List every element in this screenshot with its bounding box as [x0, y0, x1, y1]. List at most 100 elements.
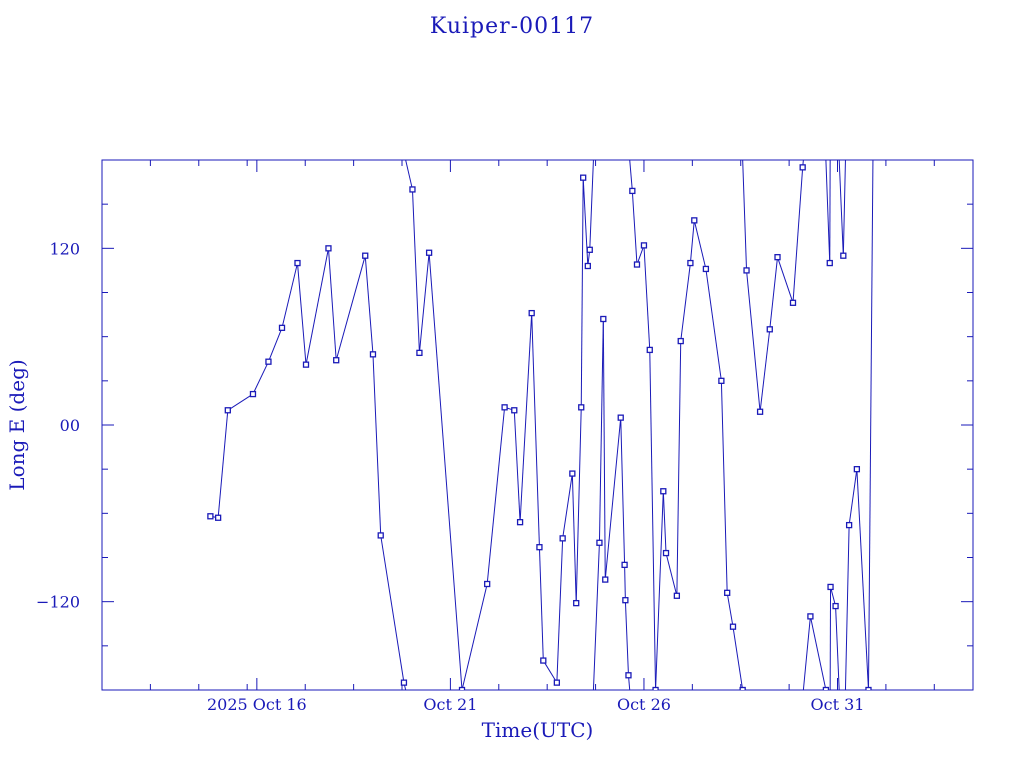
data-point: [536, 544, 543, 551]
x-tick-label: Oct 26: [617, 695, 671, 714]
data-point: [249, 390, 257, 398]
series-segment: [296, 263, 307, 365]
data-point: [629, 187, 636, 195]
series-segment: [680, 262, 691, 342]
series-segment: [636, 245, 645, 265]
data-point: [400, 679, 408, 686]
data-point: [774, 254, 781, 261]
data-point: [660, 488, 667, 495]
series-segment: [364, 255, 374, 355]
data-point: [325, 245, 332, 252]
data-point: [662, 549, 670, 557]
y-tick-label: −120: [36, 593, 80, 612]
series-segment: [655, 491, 664, 690]
series-segment: [428, 252, 463, 690]
data-point: [826, 259, 833, 267]
data-point: [687, 259, 694, 267]
data-point: [511, 407, 518, 414]
series-segment: [580, 177, 584, 408]
series-segment: [726, 592, 734, 627]
y-tick-label: 120: [49, 239, 80, 258]
data-point: [625, 672, 632, 679]
series-segment: [486, 407, 506, 585]
data-point: [702, 265, 710, 273]
series-segment: [571, 473, 577, 604]
series-segment: [604, 417, 622, 580]
series-segment: [732, 626, 744, 690]
data-point: [425, 249, 433, 256]
data-point: [302, 361, 310, 368]
data-point: [739, 686, 746, 690]
data-point: [540, 657, 547, 664]
data-point: [872, 0, 877, 5]
data-point: [580, 174, 587, 181]
series-segment: [777, 257, 794, 303]
data-point: [377, 532, 384, 539]
series-segment: [742, 160, 748, 271]
series-segment: [327, 248, 337, 361]
data-point: [899, 0, 904, 5]
x-tick-label: Oct 21: [423, 695, 477, 714]
series-segment: [848, 469, 858, 526]
data-point: [903, 0, 908, 5]
data-point: [718, 377, 725, 384]
data-point: [596, 539, 603, 546]
data-point: [586, 246, 593, 253]
series-segment: [802, 616, 811, 690]
x-axis-label: Time(UTC): [481, 718, 594, 742]
series-segment: [842, 160, 846, 256]
data-point: [516, 519, 524, 526]
series-segment: [418, 252, 430, 353]
series-segment: [665, 552, 678, 596]
data-point: [528, 309, 535, 317]
series-segment: [562, 473, 573, 539]
series-segment: [538, 547, 544, 661]
series-segment: [693, 220, 707, 270]
data-point: [584, 262, 591, 270]
series-segment: [624, 564, 626, 601]
data-point: [294, 259, 301, 267]
data-point: [333, 357, 340, 364]
series-segment: [624, 600, 629, 676]
series-segment: [662, 491, 667, 554]
series-segment: [838, 160, 844, 256]
series-segment: [556, 538, 564, 683]
data-point: [622, 597, 629, 604]
data-point: [743, 267, 750, 274]
series-segment: [643, 245, 651, 350]
x-tick-label: 2025 Oct 16: [207, 695, 307, 714]
series-segment: [267, 327, 283, 362]
series-segment: [856, 469, 869, 690]
series-segment: [380, 535, 405, 683]
data-point: [369, 351, 377, 358]
series-segment: [602, 318, 606, 580]
data-point: [724, 589, 731, 596]
data-point: [840, 252, 847, 259]
data-point: [573, 599, 580, 607]
series-segment: [217, 410, 229, 518]
data-point: [845, 521, 853, 529]
y-axis-label: Long E (deg): [5, 359, 29, 491]
data-point: [853, 466, 861, 473]
series-segment: [649, 349, 657, 690]
data-point: [621, 561, 628, 569]
data-point: [578, 404, 585, 411]
series-segment: [531, 313, 540, 548]
data-point: [691, 217, 698, 224]
data-point: [729, 623, 737, 630]
series-segment: [575, 407, 582, 604]
data-point: [874, 0, 879, 5]
data-point: [640, 242, 648, 249]
series-segment: [629, 160, 633, 191]
data-point: [416, 349, 423, 357]
data-point: [553, 679, 561, 686]
series-segment: [411, 189, 420, 353]
axis-ticks: [102, 160, 973, 690]
data-point: [458, 686, 466, 690]
data-point: [822, 686, 830, 690]
data-point: [265, 358, 272, 365]
series-segment: [835, 606, 840, 690]
data-point: [766, 326, 773, 333]
series-segment: [746, 270, 761, 412]
data-point: [807, 613, 814, 620]
